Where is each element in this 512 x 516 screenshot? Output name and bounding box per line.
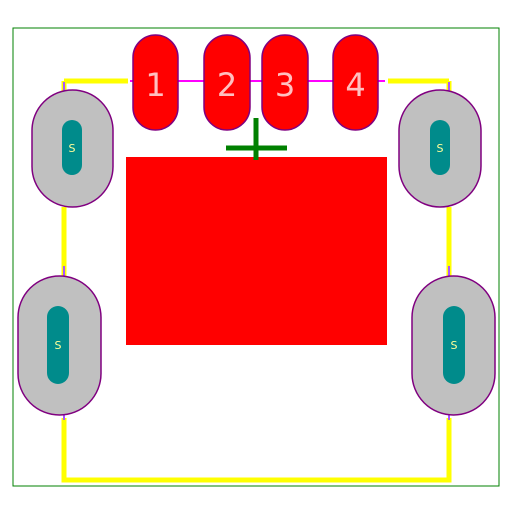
pad-2-shape [203, 34, 251, 131]
shield-bottom-right-label: S [451, 339, 458, 352]
pad-4: 4 [332, 34, 379, 131]
shield-bottom-left-drill [47, 306, 69, 384]
shield-bottom-left: S [17, 275, 102, 416]
shield-bottom-right-drill [443, 306, 465, 384]
pad-3-label: 3 [275, 66, 295, 104]
pad-2: 2 [203, 34, 251, 131]
pad-2-label: 2 [217, 66, 237, 104]
pad-3: 3 [261, 34, 309, 131]
shield-bottom-left-label: S [55, 339, 62, 352]
pad-1-label: 1 [145, 66, 165, 104]
center-thermal-pad [126, 157, 387, 345]
pad-1-shape [132, 34, 179, 131]
pad-3-shape [261, 34, 309, 131]
shield-pads: S S S S [17, 89, 496, 416]
signal-pads: 1 2 3 4 [132, 34, 379, 131]
shield-top-left-drill [62, 120, 82, 175]
shield-top-left: S [31, 89, 114, 208]
courtyard-outline [12, 27, 500, 487]
shield-bottom-right: S [411, 275, 496, 416]
shield-top-right-drill [430, 120, 450, 175]
shield-top-right: S [398, 89, 482, 208]
origin-marker [226, 118, 287, 160]
silk-bottom [61, 418, 452, 483]
pad-4-shape [332, 34, 379, 131]
shield-top-right-label: S [437, 142, 444, 155]
shield-top-left-label: S [69, 142, 76, 155]
pad-1: 1 [132, 34, 179, 131]
pad-4-label: 4 [345, 66, 365, 104]
